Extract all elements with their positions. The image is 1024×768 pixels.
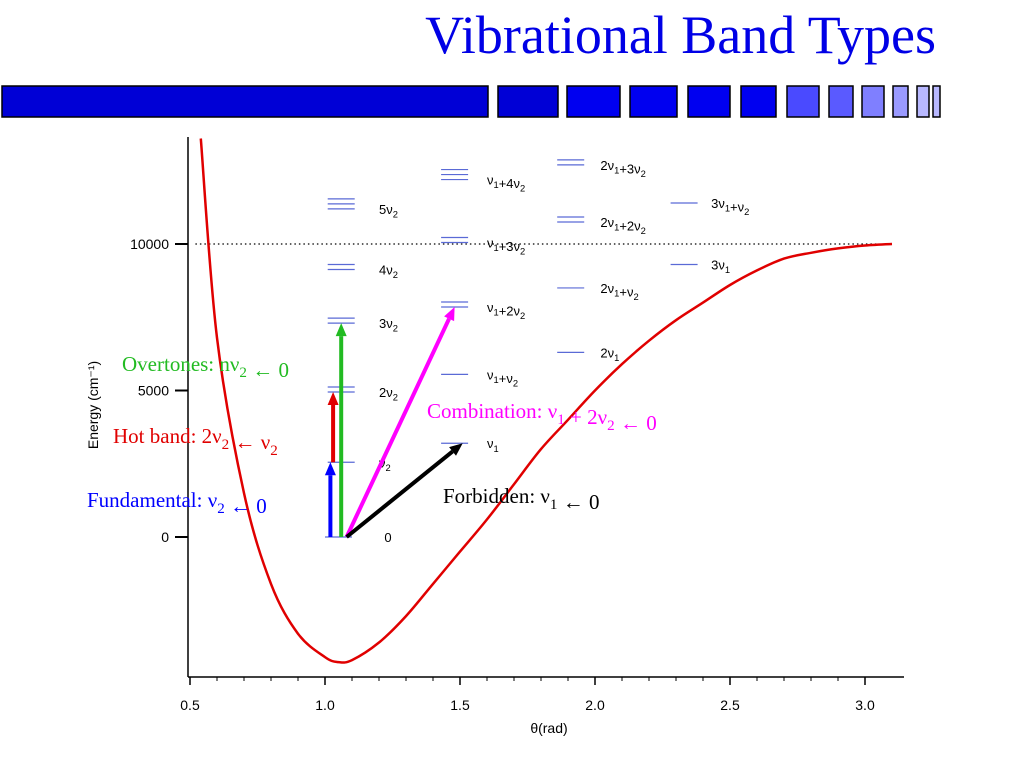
banner-segment: [687, 85, 731, 118]
x-tick-label: 3.0: [855, 697, 875, 713]
energy-level-label: 3ν2: [379, 316, 398, 334]
forbidden-arrow: [345, 443, 463, 539]
banner-segment: [629, 85, 678, 118]
energy-level-label: 0: [384, 530, 391, 545]
energy-level-label: ν1+2ν2: [487, 300, 525, 321]
annotations-layer: Overtones: nν2 ← 0 Combination: ν1 + 2ν2 …: [87, 352, 657, 518]
hot-band-arrow: [327, 392, 339, 463]
y-tick-label: 0: [161, 529, 169, 545]
y-tick-label: 5000: [138, 383, 169, 399]
overtones-annotation: Overtones: nν2 ← 0: [122, 352, 289, 382]
banner-segment: [566, 85, 621, 118]
y-axis-label: Energy (cm⁻¹): [85, 361, 101, 449]
energy-level-label: 2ν1+3ν2: [600, 158, 646, 179]
fundamental-annotation: Fundamental: ν2 ← 0: [87, 488, 267, 518]
banner-segment: [497, 85, 559, 118]
banner-segment: [1, 85, 489, 118]
transition-arrows-layer: [324, 307, 463, 539]
banner-segment: [786, 85, 820, 118]
energy-level-label: 3ν1: [711, 258, 730, 276]
energy-level-label: 4ν2: [379, 262, 398, 280]
arrow-shaft: [345, 449, 454, 539]
energy-level-label: 2ν2: [379, 385, 398, 403]
x-tick-label: 0.5: [180, 697, 200, 713]
energy-level-label: ν1+3ν2: [487, 236, 525, 257]
arrow-head: [335, 323, 347, 337]
banner-segment: [916, 85, 930, 118]
banner-segment: [892, 85, 909, 118]
combination-arrow: [344, 307, 455, 538]
arrow-head: [449, 443, 463, 456]
energy-level-label: 2ν1: [600, 345, 619, 363]
energy-level-label: ν1+4ν2: [487, 173, 525, 194]
overtone-arrow: [335, 323, 347, 537]
energy-level-label: 2ν1+ν2: [600, 281, 638, 302]
energy-level-label: ν1+ν2: [487, 367, 518, 388]
x-tick-label: 1.5: [450, 697, 470, 713]
arrow-head: [324, 462, 336, 476]
energy-level-label: 2ν1+2ν2: [600, 215, 646, 236]
fundamental-arrow: [324, 462, 336, 537]
title-banner: [1, 85, 941, 118]
y-tick-label: 10000: [130, 236, 169, 252]
banner-segment: [932, 85, 941, 118]
axes: 0.5 1.0 1.5 2.0 2.5 3.0 0 5000 10000: [130, 137, 904, 713]
combination-annotation: Combination: ν1 + 2ν2 ← 0: [427, 399, 657, 435]
x-tick-label: 2.5: [720, 697, 740, 713]
arrow-head: [327, 392, 339, 405]
energy-level-label: ν1: [487, 436, 499, 454]
banner-segment: [828, 85, 854, 118]
x-axis-label: θ(rad): [530, 720, 567, 736]
slide-title: Vibrational Band Types: [425, 5, 936, 65]
forbidden-annotation: Forbidden: ν1 ← 0: [443, 484, 599, 514]
x-tick-label: 2.0: [585, 697, 605, 713]
energy-level-label: 3ν1+ν2: [711, 196, 749, 217]
potential-curve-layer: [199, 138, 893, 664]
banner-segment: [861, 85, 885, 118]
x-tick-label: 1.0: [315, 697, 335, 713]
banner-segment: [740, 85, 777, 118]
hot-band-annotation: Hot band: 2ν2 ← ν2: [113, 424, 278, 459]
energy-level-label: 5ν2: [379, 202, 398, 220]
arrow-head: [444, 307, 455, 322]
potential-energy-curve: [199, 138, 893, 664]
arrow-shaft: [344, 317, 451, 538]
